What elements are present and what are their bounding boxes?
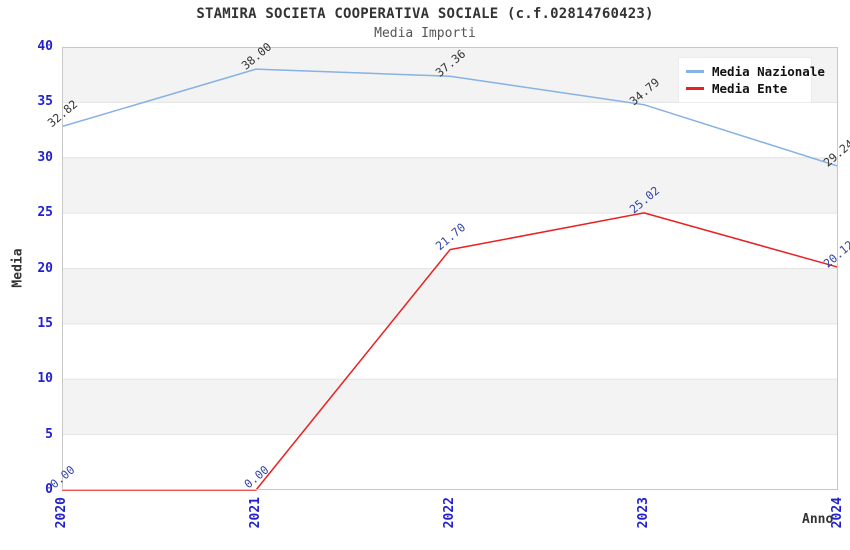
x-tick-label: 2021 xyxy=(248,497,263,529)
legend-label-media-nazionale: Media Nazionale xyxy=(712,64,825,79)
x-tick-label: 2023 xyxy=(636,497,651,529)
y-tick-label: 5 xyxy=(45,426,53,442)
media-nazionale-line xyxy=(61,68,839,167)
media-nazionale-line-swatch-icon xyxy=(686,70,704,73)
y-tick-label: 35 xyxy=(37,94,53,110)
grid-band xyxy=(62,379,838,435)
y-tick-label: 40 xyxy=(37,39,53,54)
chart-subtitle: Media Importi xyxy=(374,26,476,41)
plot-border xyxy=(62,47,838,490)
point-label: 0.00 xyxy=(241,463,271,492)
x-tick-label: 2022 xyxy=(442,497,457,529)
point-label: 29.24 xyxy=(821,137,850,170)
x-axis-title: Anno xyxy=(802,512,834,527)
legend: Media Nazionale Media Ente xyxy=(678,57,825,103)
legend-item-media-nazionale: Media Nazionale xyxy=(686,63,825,80)
y-tick-label: 30 xyxy=(37,149,53,165)
plot-area: 32.82 38.00 37.36 34.79 29.24 0.00 0.00 21.70 25… xyxy=(45,40,850,492)
x-tick-label: 2020 xyxy=(54,497,69,529)
grid-band xyxy=(62,268,838,324)
legend-item-media-ente: Media Ente xyxy=(686,80,804,97)
y-tick-label: 20 xyxy=(37,260,53,276)
point-label: 20.12 xyxy=(821,238,850,271)
chart-title: STAMIRA SOCIETA COOPERATIVA SOCIALE (c.f… xyxy=(196,6,654,22)
y-tick-label: 10 xyxy=(37,371,53,387)
media-ente-line-swatch-icon xyxy=(686,87,704,90)
y-tick-label: 25 xyxy=(37,205,53,221)
y-tick-label: 15 xyxy=(37,315,53,331)
point-label: 21.70 xyxy=(433,220,469,253)
legend-label-media-ente: Media Ente xyxy=(712,81,788,96)
media-ente-line xyxy=(62,212,839,491)
y-tick-label: 0 xyxy=(45,482,53,497)
grid-band xyxy=(62,157,838,214)
